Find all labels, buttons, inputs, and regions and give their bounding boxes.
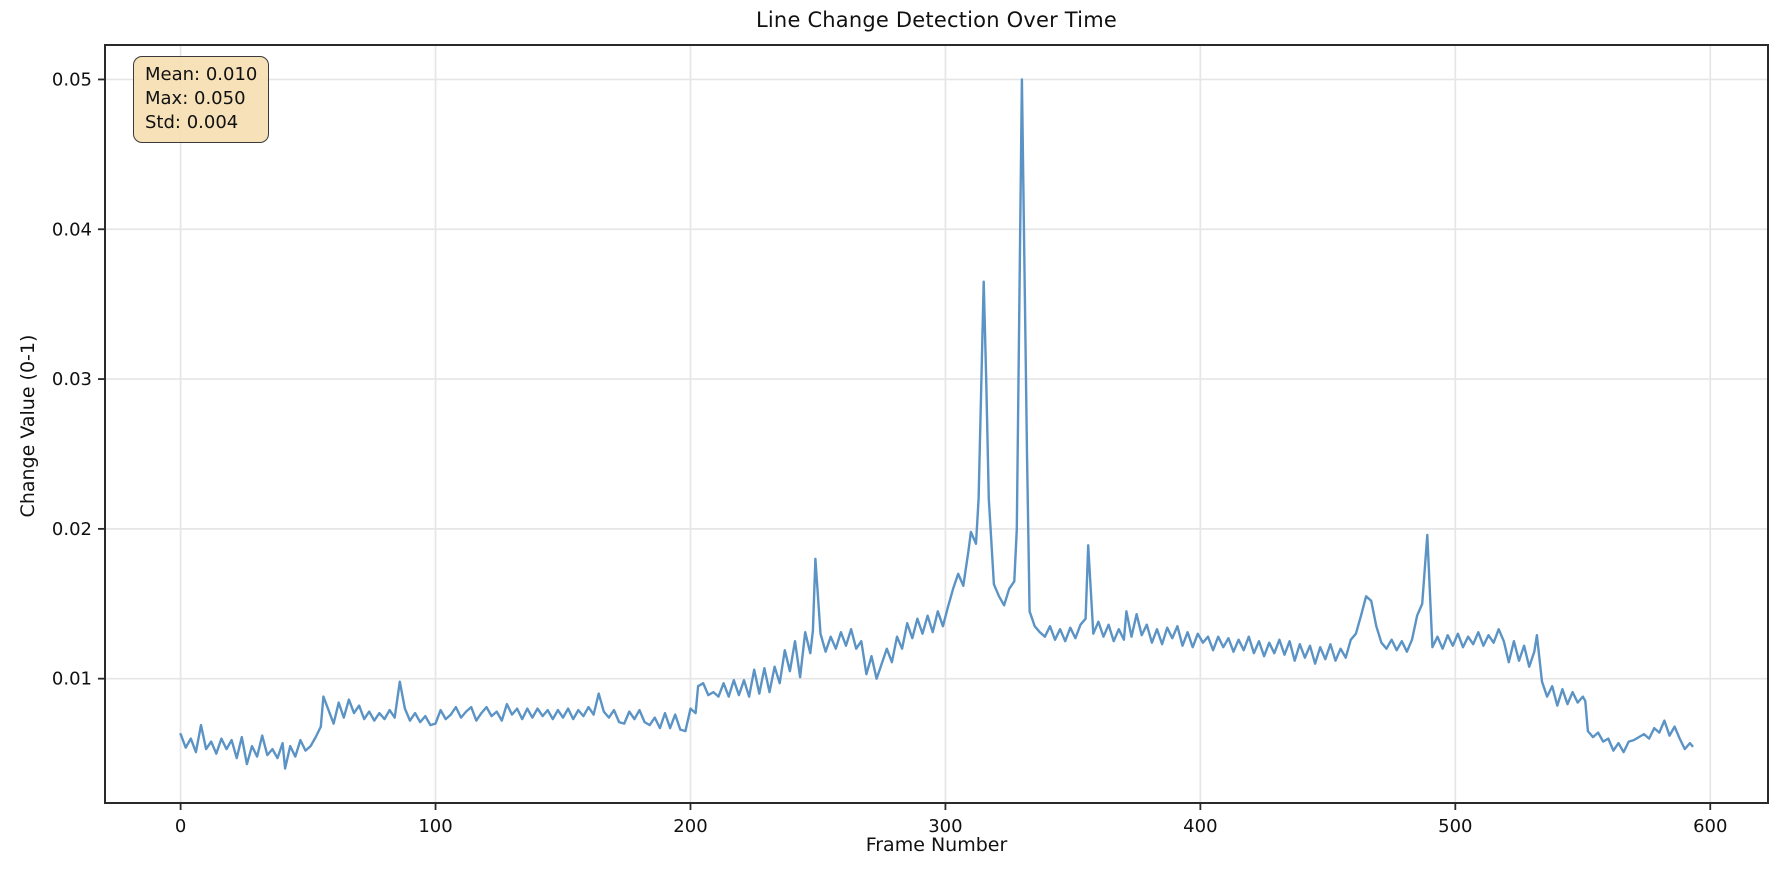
- x-tick-label: 400: [1183, 816, 1217, 837]
- stats-annotation-box: Mean: 0.010 Max: 0.050 Std: 0.004: [133, 56, 270, 143]
- x-tick-label: 200: [673, 816, 707, 837]
- stats-std: Std: 0.004: [145, 112, 239, 133]
- axes-frame: [104, 44, 1769, 804]
- y-tick-label: 0.05: [52, 69, 92, 90]
- y-tick-label: 0.02: [52, 519, 92, 540]
- x-axis-label: Frame Number: [865, 834, 1008, 856]
- x-tick-label: 500: [1438, 816, 1472, 837]
- y-axis-label: Change Value (0-1): [17, 334, 39, 518]
- y-tick-label: 0.03: [52, 369, 92, 390]
- y-tick-label: 0.01: [52, 669, 92, 690]
- x-tick-label: 0: [175, 816, 186, 837]
- stats-mean: Mean: 0.010: [145, 64, 258, 85]
- x-tick-label: 100: [418, 816, 452, 837]
- y-tick-label: 0.04: [52, 219, 92, 240]
- x-tick-label: 300: [928, 816, 962, 837]
- data-line-change-value: [179, 78, 1694, 770]
- chart-title: Line Change Detection Over Time: [756, 8, 1117, 32]
- stats-max: Max: 0.050: [145, 88, 246, 109]
- x-tick-label: 600: [1693, 816, 1727, 837]
